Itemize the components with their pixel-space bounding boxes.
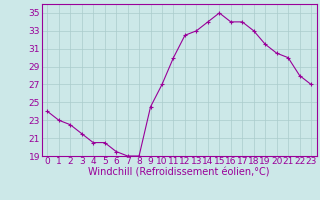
X-axis label: Windchill (Refroidissement éolien,°C): Windchill (Refroidissement éolien,°C) [88,168,270,178]
